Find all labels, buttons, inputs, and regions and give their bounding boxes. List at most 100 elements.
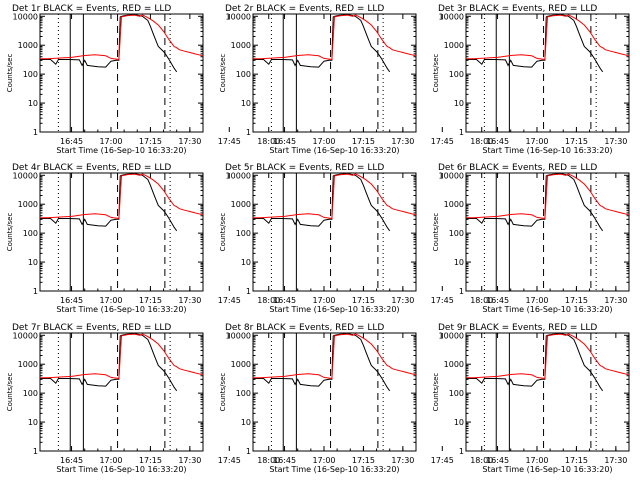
x-tick-label: 16:45: [60, 456, 83, 465]
y-tick-label: 1000: [231, 41, 251, 50]
y-tick-label: 10: [241, 418, 251, 427]
y-tick-label: 100: [236, 70, 251, 79]
x-tick-label: 16:45: [486, 296, 509, 305]
x-tick-label: 17:45: [218, 296, 241, 305]
panel-title: Det 1r BLACK = Events, RED = LLD: [12, 4, 171, 14]
events-series-line: [466, 173, 604, 232]
lld-series-line: [253, 14, 416, 61]
y-axis-label: Counts/sec: [6, 54, 14, 93]
y-tick-label: 1: [33, 128, 38, 137]
x-tick-label: 16:45: [486, 456, 509, 465]
events-series-line: [40, 333, 178, 392]
detector-panel-7: Det 7r BLACK = Events, RED = LLD 1 10 100 10…: [6, 323, 280, 474]
y-tick-label: 10: [28, 258, 38, 267]
x-tick-label: 17:30: [391, 137, 414, 146]
x-axis-label: Start Time (16-Sep-10 16:33:20): [269, 305, 399, 314]
x-tick-label: 16:45: [273, 296, 296, 305]
x-tick-label: 17:30: [604, 137, 627, 146]
y-axis-label: Counts/sec: [6, 213, 14, 252]
y-tick-label: 10000: [226, 12, 251, 21]
lld-series-line: [40, 14, 203, 61]
y-tick-label: 10: [28, 418, 38, 427]
x-tick-label: 17:15: [352, 296, 375, 305]
x-tick-label: 18:00: [257, 456, 280, 465]
plot-frame: [465, 13, 630, 133]
panel-title: Det 3r BLACK = Events, RED = LLD: [438, 4, 597, 14]
x-tick-label: 17:45: [431, 137, 454, 146]
y-tick-label: 100: [449, 229, 464, 238]
plot-frame: [39, 332, 204, 452]
lld-series-line: [466, 173, 629, 220]
y-tick-label: 10000: [439, 12, 464, 21]
y-tick-label: 10: [454, 99, 464, 108]
x-tick-label: 17:00: [312, 296, 335, 305]
x-axis-label: Start Time (16-Sep-10 16:33:20): [482, 146, 612, 155]
events-series-line: [40, 14, 178, 73]
y-axis-label: Counts/sec: [219, 373, 227, 412]
x-tick-label: 17:00: [525, 456, 548, 465]
detector-panel-6: Det 6r BLACK = Events, RED = LLD 1 10 100 10…: [432, 163, 630, 314]
y-tick-label: 10000: [226, 171, 251, 180]
x-tick-label: 17:15: [352, 456, 375, 465]
x-axis-label: Start Time (16-Sep-10 16:33:20): [482, 305, 612, 314]
y-tick-label: 100: [23, 389, 38, 398]
lld-series-line: [40, 333, 203, 380]
y-tick-label: 10: [241, 258, 251, 267]
panel-title: Det 4r BLACK = Events, RED = LLD: [12, 163, 171, 173]
x-tick-label: 17:30: [178, 296, 201, 305]
x-tick-label: 17:30: [391, 456, 414, 465]
x-tick-label: 17:00: [312, 456, 335, 465]
x-axis-label: Start Time (16-Sep-10 16:33:20): [56, 465, 186, 474]
x-tick-label: 17:45: [431, 296, 454, 305]
plot-frame: [465, 172, 630, 292]
x-axis-label: Start Time (16-Sep-10 16:33:20): [482, 465, 612, 474]
x-tick-label: 17:15: [565, 456, 588, 465]
panel-title: Det 7r BLACK = Events, RED = LLD: [12, 323, 171, 333]
y-axis-label: Counts/sec: [6, 373, 14, 412]
panel-title: Det 5r BLACK = Events, RED = LLD: [225, 163, 384, 173]
y-tick-label: 1000: [444, 41, 464, 50]
y-tick-label: 1000: [444, 360, 464, 369]
x-tick-label: 17:45: [431, 456, 454, 465]
x-axis-label: Start Time (16-Sep-10 16:33:20): [56, 146, 186, 155]
x-tick-label: 18:00: [257, 137, 280, 146]
y-tick-label: 100: [449, 70, 464, 79]
y-tick-label: 10000: [13, 331, 38, 340]
detector-panel-4: Det 4r BLACK = Events, RED = LLD 1 10 100 10…: [6, 163, 280, 314]
y-tick-label: 100: [236, 229, 251, 238]
events-series-line: [253, 173, 391, 232]
lld-series-line: [253, 333, 416, 380]
x-tick-label: 17:30: [604, 456, 627, 465]
y-tick-label: 10000: [226, 331, 251, 340]
x-tick-label: 17:00: [99, 296, 122, 305]
y-axis-label: Counts/sec: [432, 54, 440, 93]
x-tick-label: 17:45: [218, 456, 241, 465]
x-tick-label: 17:00: [312, 137, 335, 146]
events-series-line: [40, 173, 178, 232]
y-tick-label: 1: [33, 447, 38, 456]
x-tick-label: 17:30: [178, 137, 201, 146]
x-tick-label: 18:00: [470, 137, 493, 146]
y-tick-label: 10000: [439, 171, 464, 180]
y-tick-label: 1: [459, 287, 464, 296]
y-tick-label: 1: [33, 287, 38, 296]
lld-series-line: [40, 173, 203, 220]
y-tick-label: 1: [459, 128, 464, 137]
events-series-line: [253, 14, 391, 73]
y-axis-label: Counts/sec: [432, 373, 440, 412]
x-tick-label: 17:00: [99, 456, 122, 465]
x-tick-label: 17:00: [99, 137, 122, 146]
y-tick-label: 10: [454, 418, 464, 427]
plot-frame: [252, 172, 417, 292]
y-tick-label: 100: [236, 389, 251, 398]
y-tick-label: 1000: [18, 41, 38, 50]
detector-panel-9: Det 9r BLACK = Events, RED = LLD 1 10 100 10…: [432, 323, 630, 474]
y-tick-label: 100: [449, 389, 464, 398]
x-tick-label: 17:30: [178, 456, 201, 465]
panel-title: Det 2r BLACK = Events, RED = LLD: [225, 4, 384, 14]
y-tick-label: 1: [459, 447, 464, 456]
x-tick-label: 17:15: [565, 296, 588, 305]
panel-title: Det 8r BLACK = Events, RED = LLD: [225, 323, 384, 333]
x-tick-label: 16:45: [486, 137, 509, 146]
y-tick-label: 100: [23, 70, 38, 79]
